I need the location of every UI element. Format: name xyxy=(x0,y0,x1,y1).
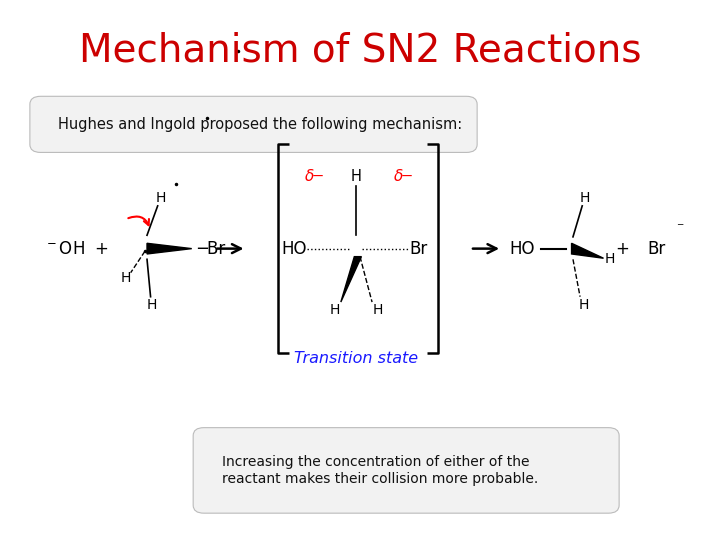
Text: H: H xyxy=(605,252,616,266)
Text: Br: Br xyxy=(410,240,428,258)
Text: H: H xyxy=(120,271,131,285)
Text: H: H xyxy=(580,191,590,205)
Text: Br: Br xyxy=(647,240,666,258)
Text: H: H xyxy=(330,303,341,317)
Text: δ─: δ─ xyxy=(393,169,412,184)
Text: HO: HO xyxy=(282,240,307,258)
Text: +: + xyxy=(616,240,629,258)
FancyBboxPatch shape xyxy=(30,96,477,152)
Text: $^-$OH: $^-$OH xyxy=(44,240,85,258)
Text: HO: HO xyxy=(509,240,534,258)
Text: H: H xyxy=(578,298,589,312)
Text: H: H xyxy=(372,303,383,317)
FancyBboxPatch shape xyxy=(193,428,619,513)
Text: δ─: δ─ xyxy=(305,169,323,184)
Text: H: H xyxy=(351,169,362,184)
Text: Transition state: Transition state xyxy=(294,350,418,366)
Text: +: + xyxy=(94,240,108,258)
FancyArrowPatch shape xyxy=(128,217,149,225)
Text: Hughes and Ingold proposed the following mechanism:: Hughes and Ingold proposed the following… xyxy=(58,117,462,132)
Text: H: H xyxy=(156,191,166,205)
Polygon shape xyxy=(572,244,603,258)
Polygon shape xyxy=(341,256,361,302)
Polygon shape xyxy=(147,244,192,254)
Text: Mechanism of SN2 Reactions: Mechanism of SN2 Reactions xyxy=(78,32,642,70)
Text: H: H xyxy=(147,298,157,312)
Text: $^-$: $^-$ xyxy=(675,221,685,234)
Text: ─Br: ─Br xyxy=(197,240,225,258)
Text: Increasing the concentration of either of the
reactant makes their collision mor: Increasing the concentration of either o… xyxy=(222,455,538,485)
